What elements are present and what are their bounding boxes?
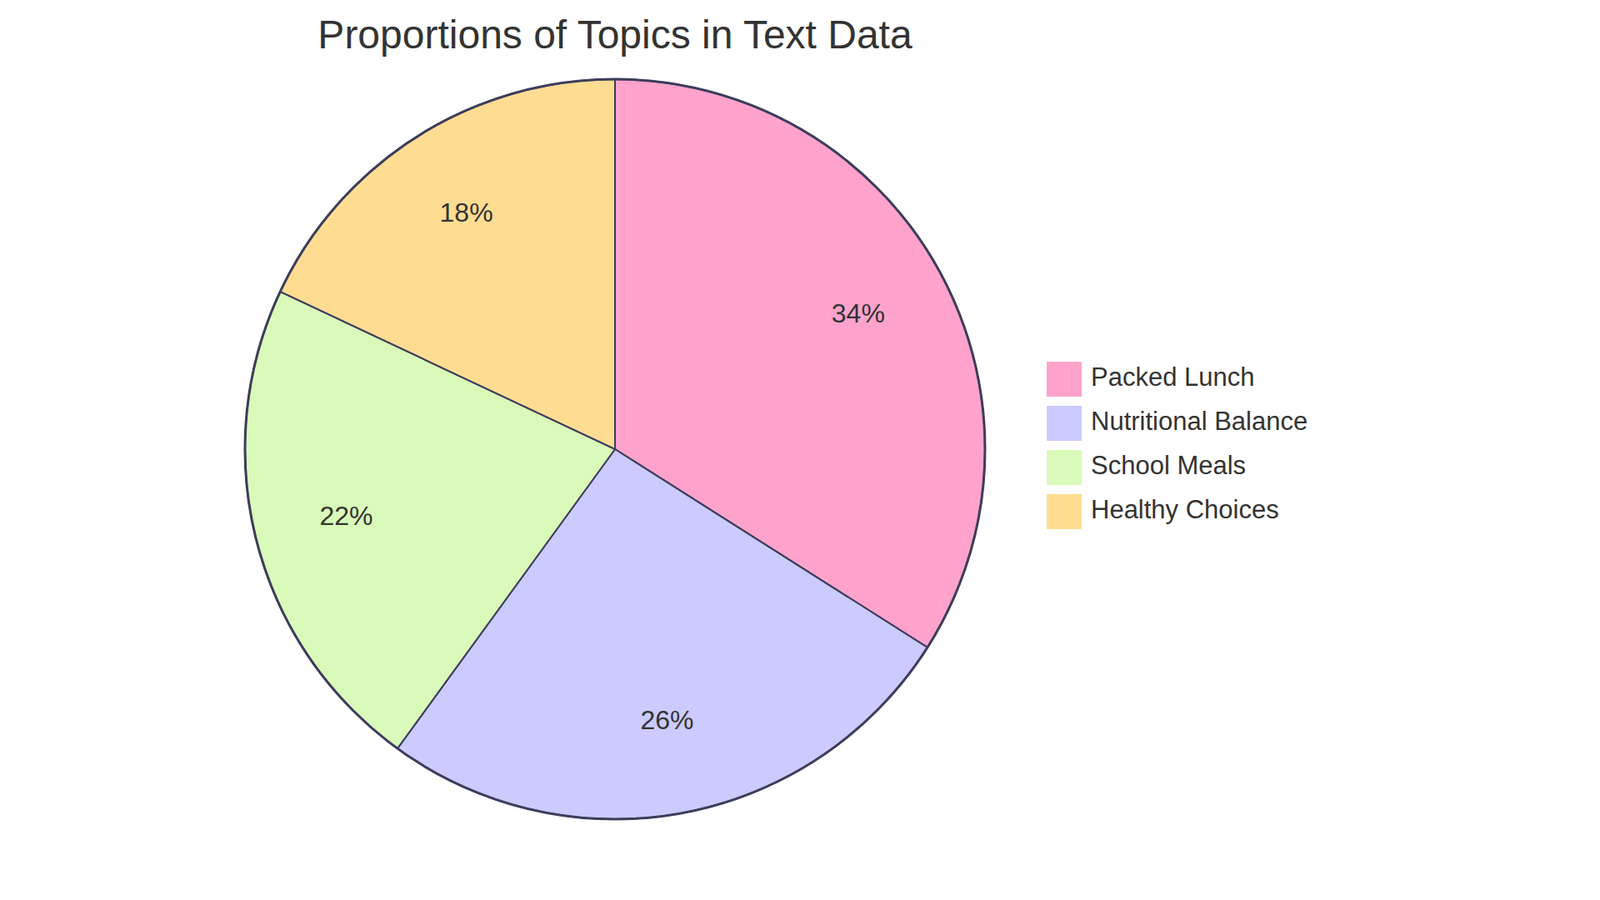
legend-swatch [1045,449,1083,486]
legend-item: Nutritional Balance [1045,405,1308,442]
legend-item: School Meals [1045,449,1246,486]
pie-outline [245,79,985,820]
chart: Proportions of Topics in Text Data 34% 26%… [0,0,1600,900]
legend-swatch [1045,360,1083,398]
legend-label: Healthy Choices [1090,495,1280,525]
legend-label: Packed Lunch [1090,362,1255,392]
legend-item: Healthy Choices [1045,493,1280,530]
legend-swatch [1045,405,1083,442]
data-label: 26% [640,705,694,735]
legend: Packed Lunch Nutritional Balance School Me… [1045,360,1308,530]
legend-label: School Meals [1090,450,1246,480]
data-label: 18% [440,197,494,228]
chart-title: Proportions of Topics in Text Data [317,12,913,57]
legend-label: Nutritional Balance [1090,406,1308,436]
pie [245,79,985,820]
data-label: 22% [319,500,373,531]
data-labels: 34% 26% 22% 18% [319,197,885,735]
legend-swatch [1045,493,1083,530]
legend-item: Packed Lunch [1045,360,1255,398]
data-label: 34% [831,298,885,329]
pie-slice [280,79,615,450]
